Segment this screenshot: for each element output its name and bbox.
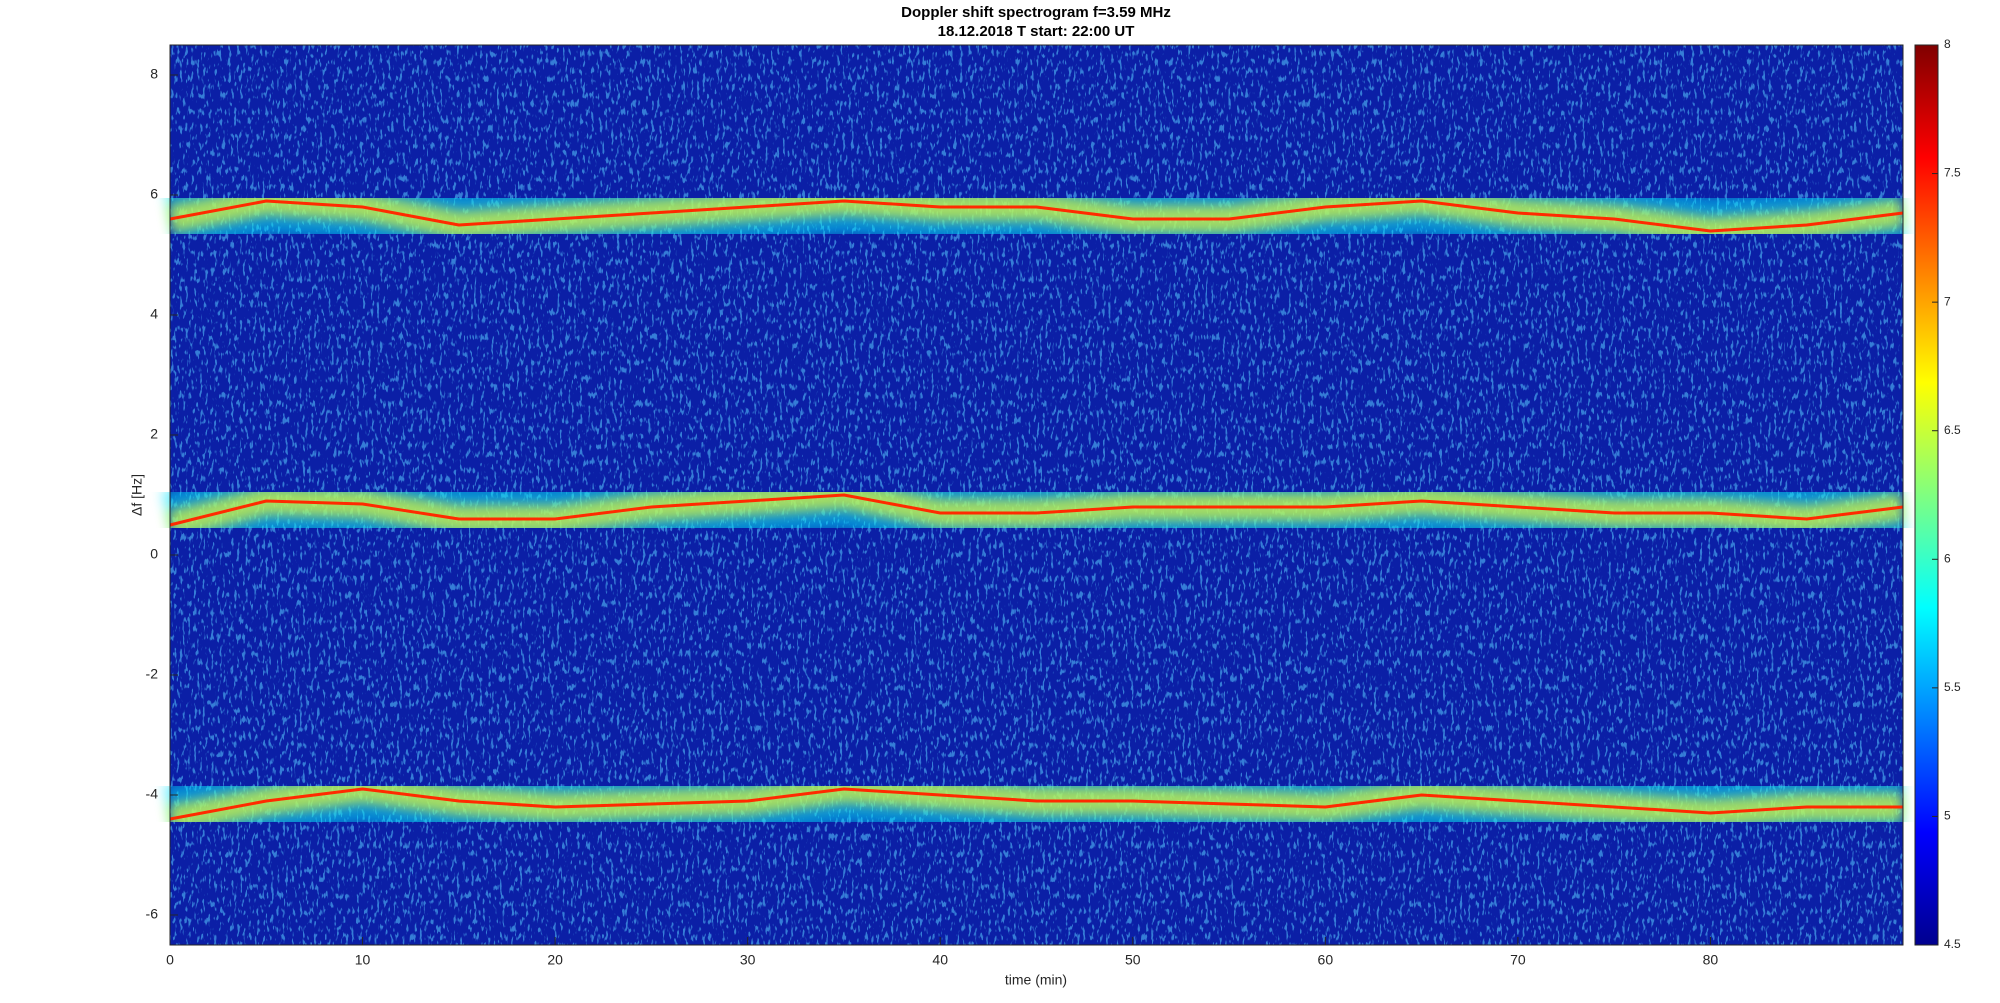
y-tick-label: -4 (146, 786, 159, 802)
x-tick-label: 60 (1318, 952, 1334, 968)
y-axis-label: Δf [Hz] (129, 474, 145, 516)
x-tick-label: 40 (932, 952, 948, 968)
x-tick-label: 10 (355, 952, 371, 968)
x-tick-label: 30 (740, 952, 756, 968)
colorbar-tick-label: 5 (1944, 809, 1951, 823)
colorbar (1914, 44, 1939, 946)
colorbar-tick-label: 7 (1944, 294, 1951, 308)
x-tick-label: 70 (1510, 952, 1526, 968)
colorbar-tick-label: 6.5 (1944, 423, 1961, 437)
y-tick-label: 0 (150, 546, 158, 562)
x-tick-label: 0 (166, 952, 174, 968)
y-tick-label: 2 (150, 426, 158, 442)
x-tick-label: 20 (547, 952, 563, 968)
colorbar-tick-label: 5.5 (1944, 680, 1961, 694)
y-tick-label: 8 (150, 66, 158, 82)
band-trace (169, 787, 1903, 821)
x-axis-label: time (min) (1005, 972, 1067, 988)
y-tick-label: -2 (146, 666, 159, 682)
colorbar-tick-label: 8 (1944, 37, 1951, 51)
y-tick-label: -6 (146, 906, 159, 922)
y-tick-label: 6 (150, 186, 158, 202)
colorbar-tick-label: 7.5 (1944, 166, 1961, 180)
band-trace (169, 493, 1904, 527)
x-tick-label: 50 (1125, 952, 1141, 968)
x-tick-label: 80 (1703, 952, 1719, 968)
y-tick-label: 4 (150, 306, 158, 322)
chart-title: Doppler shift spectrogram f=3.59 MHz (901, 4, 1171, 21)
colorbar-tick-label: 4.5 (1944, 937, 1961, 951)
colorbar-tick-label: 6 (1944, 551, 1951, 565)
chart-subtitle: 18.12.2018 T start: 22:00 UT (938, 23, 1135, 40)
band-trace (169, 199, 1904, 233)
plot-frame (169, 44, 1904, 946)
